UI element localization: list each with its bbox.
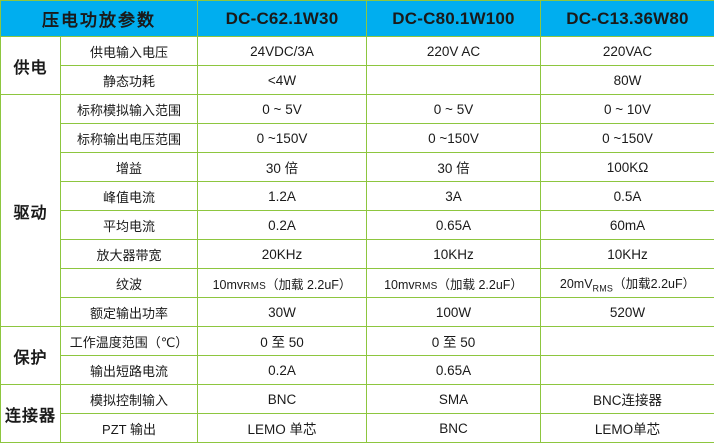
value-cell: 0 ~150V (367, 124, 541, 153)
parameter-name-cell: 平均电流 (61, 211, 198, 240)
value-cell: 100W (367, 298, 541, 327)
parameter-name-cell: 峰值电流 (61, 182, 198, 211)
value-cell: 10mvRMS（加载 2.2uF） (198, 269, 367, 298)
value-cell: 1.2A (198, 182, 367, 211)
value-cell: 10KHz (541, 240, 714, 269)
value-cell: 0 ~150V (541, 124, 714, 153)
value-cell: 0 至 50 (198, 327, 367, 356)
value-cell: 0 至 50 (367, 327, 541, 356)
parameter-name-cell: 工作温度范围（℃） (61, 327, 198, 356)
column-header-model-3: DC-C13.36W80 (541, 1, 714, 37)
parameter-name-cell: 静态功耗 (61, 66, 198, 95)
category-cell-3: 连接器 (1, 385, 61, 443)
value-cell: 3A (367, 182, 541, 211)
header-row: 压电功放参数 DC-C62.1W30 DC-C80.1W100 DC-C13.3… (1, 1, 714, 37)
value-cell: 60mA (541, 211, 714, 240)
value-cell: BNC连接器 (541, 385, 714, 414)
value-cell: 0 ~ 5V (367, 95, 541, 124)
parameter-name-cell: 放大器带宽 (61, 240, 198, 269)
rms-notation: RMS (415, 281, 438, 292)
value-cell: 10mvRMS（加载 2.2uF） (367, 269, 541, 298)
parameter-name-cell: 供电输入电压 (61, 37, 198, 66)
parameter-name-cell: 增益 (61, 153, 198, 182)
value-cell: 0 ~ 5V (198, 95, 367, 124)
column-header-model-2: DC-C80.1W100 (367, 1, 541, 37)
value-cell: 24VDC/3A (198, 37, 367, 66)
value-cell: 20mVRMS（加载2.2uF） (541, 269, 714, 298)
value-cell: <4W (198, 66, 367, 95)
value-cell: BNC (198, 385, 367, 414)
parameter-name-cell: 模拟控制输入 (61, 385, 198, 414)
value-cell: 520W (541, 298, 714, 327)
value-cell: 30 倍 (198, 153, 367, 182)
parameter-name-cell: 输出短路电流 (61, 356, 198, 385)
value-cell (367, 66, 541, 95)
parameter-name-cell: 额定输出功率 (61, 298, 198, 327)
table-title: 压电功放参数 (1, 1, 198, 37)
value-cell: 0 ~150V (198, 124, 367, 153)
parameter-name-cell: PZT 输出 (61, 414, 198, 443)
rms-notation: RMS (243, 281, 266, 292)
value-cell: 100KΩ (541, 153, 714, 182)
value-cell: 10KHz (367, 240, 541, 269)
category-cell-0: 供电 (1, 37, 61, 95)
value-cell: 30 倍 (367, 153, 541, 182)
value-cell: 0.2A (198, 211, 367, 240)
parameter-name-cell: 标称模拟输入范围 (61, 95, 198, 124)
parameter-name-cell: 标称输出电压范围 (61, 124, 198, 153)
value-cell (541, 327, 714, 356)
value-cell: 0.65A (367, 356, 541, 385)
value-cell: SMA (367, 385, 541, 414)
value-cell: 0.2A (198, 356, 367, 385)
value-cell: BNC (367, 414, 541, 443)
value-cell: 220V AC (367, 37, 541, 66)
table-row: 静态功耗<4W 80W (1, 66, 714, 95)
parameter-name-cell: 纹波 (61, 269, 198, 298)
value-cell (541, 356, 714, 385)
value-cell: LEMO单芯 (541, 414, 714, 443)
value-cell: 30W (198, 298, 367, 327)
value-cell: 80W (541, 66, 714, 95)
value-cell: 20KHz (198, 240, 367, 269)
rms-notation: RMS (593, 283, 614, 293)
category-cell-1: 驱动 (1, 95, 61, 327)
column-header-model-1: DC-C62.1W30 (198, 1, 367, 37)
value-cell: 0.5A (541, 182, 714, 211)
table-header: 压电功放参数 DC-C62.1W30 DC-C80.1W100 DC-C13.3… (1, 1, 714, 37)
value-cell: 0.65A (367, 211, 541, 240)
value-cell: 220VAC (541, 37, 714, 66)
category-cell-2: 保护 (1, 327, 61, 385)
value-cell: LEMO 单芯 (198, 414, 367, 443)
value-cell: 0 ~ 10V (541, 95, 714, 124)
